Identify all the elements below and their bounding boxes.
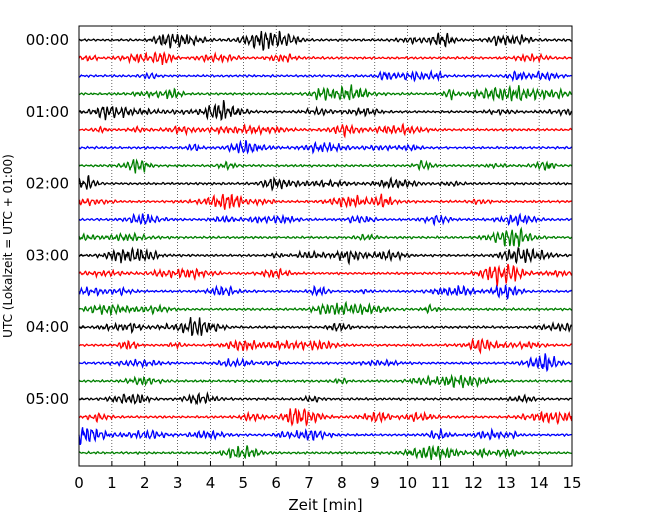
plot-frame xyxy=(78,25,573,467)
y-tick-label: 01:00 xyxy=(26,103,69,121)
trace-0445 xyxy=(78,373,573,389)
trace-0530 xyxy=(78,427,572,446)
x-tick-label: 6 xyxy=(271,474,281,492)
x-tick-label: 3 xyxy=(173,474,183,492)
trace-0100 xyxy=(79,100,573,122)
x-tick-label: 5 xyxy=(239,474,249,492)
trace-0315 xyxy=(78,263,573,287)
trace-0030 xyxy=(78,69,572,83)
trace-0000 xyxy=(78,30,572,51)
x-tick-label: 12 xyxy=(464,474,483,492)
x-tick-label: 14 xyxy=(530,474,549,492)
trace-0200 xyxy=(78,175,572,192)
grid-lines xyxy=(111,26,540,466)
trace-0300 xyxy=(78,246,572,266)
trace-0400 xyxy=(78,317,573,337)
x-tick-label: 4 xyxy=(206,474,216,492)
trace-0345 xyxy=(78,300,573,317)
x-tick-label: 2 xyxy=(140,474,150,492)
trace-0415 xyxy=(78,337,572,355)
trace-0045 xyxy=(78,84,572,102)
y-tick-label: 02:00 xyxy=(26,175,69,193)
x-tick-label: 0 xyxy=(74,474,84,492)
x-tick-label: 13 xyxy=(497,474,516,492)
x-tick-label: 8 xyxy=(337,474,347,492)
seismic-traces xyxy=(78,30,573,461)
y-tick-label: 03:00 xyxy=(26,246,69,264)
trace-0500 xyxy=(78,391,572,406)
trace-0230 xyxy=(78,212,572,227)
x-tick-label: 15 xyxy=(562,474,581,492)
trace-0430 xyxy=(78,353,573,373)
x-tick-label: 10 xyxy=(398,474,417,492)
y-tick-label: 04:00 xyxy=(26,318,69,336)
x-tick-label: 11 xyxy=(431,474,450,492)
trace-0145 xyxy=(78,158,573,174)
x-tick-label: 1 xyxy=(107,474,117,492)
x-axis-ticks: 0 1 2 3 4 5 6 7 8 9 10 11 12 13 14 15 xyxy=(74,461,582,492)
trace-0115 xyxy=(78,122,573,139)
x-axis-label: Zeit [min] xyxy=(288,496,362,514)
y-axis-label: UTC (Lokalzeit = UTC + 01:00) xyxy=(1,154,15,338)
trace-0015 xyxy=(78,51,572,65)
y-tick-label: 00:00 xyxy=(26,31,69,49)
trace-0130 xyxy=(78,139,573,155)
x-tick-label: 7 xyxy=(304,474,314,492)
y-tick-label: 05:00 xyxy=(26,390,69,408)
trace-0215 xyxy=(78,193,572,210)
trace-0245 xyxy=(78,226,573,248)
y-axis-ticks: 00:00 01:00 02:00 03:00 04:00 05:00 xyxy=(26,31,84,408)
x-tick-label: 9 xyxy=(370,474,380,492)
trace-0545 xyxy=(78,444,572,461)
plot-area: 0 1 2 3 4 5 6 7 8 9 10 11 12 13 14 15 00:0001:0002:0003… xyxy=(26,25,582,492)
trace-0515 xyxy=(78,407,573,427)
trace-0330 xyxy=(78,284,573,300)
